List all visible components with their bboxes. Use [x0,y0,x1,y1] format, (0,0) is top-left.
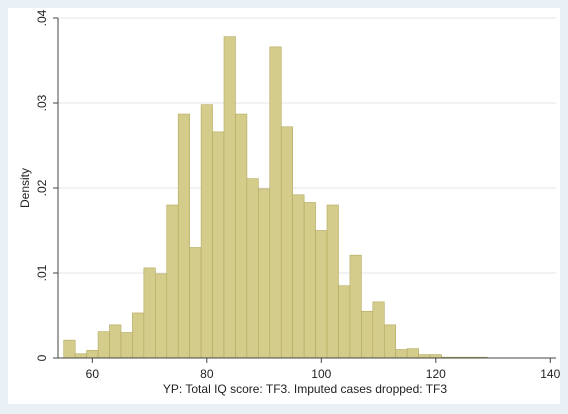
y-axis-title: Density [18,168,32,208]
histogram-bar [361,310,374,359]
histogram-bar [212,131,225,359]
histogram-bar [143,267,156,359]
histogram-bar [109,324,122,359]
histogram-bar [74,353,87,359]
histogram-bar [155,273,168,359]
x-tick-label: 80 [200,367,214,381]
histogram-bar [383,324,397,359]
histogram-bar [326,204,339,359]
histogram-bar [177,113,190,359]
histogram-bar [269,46,282,359]
histogram-bar [189,247,202,359]
histogram-bar [258,188,271,359]
histogram-bar [406,348,419,359]
x-tick-label: 120 [426,367,446,381]
x-tick-label: 60 [86,367,100,381]
y-tick-label: .01 [35,264,49,281]
histogram-bars [63,36,488,359]
histogram-bar [166,204,179,359]
histogram-bar [120,332,133,359]
gridlines [58,17,556,274]
histogram-bar [200,104,213,359]
y-tick-label: .04 [35,9,49,26]
histogram-bar [86,350,99,359]
x-tick-label: 100 [311,367,331,381]
y-tick-label: .02 [35,179,49,196]
histogram-bar [315,230,328,359]
y-tick-label: 0 [35,354,49,361]
x-axis-title: YP: Total IQ score: TF3. Imputed cases d… [163,382,447,396]
histogram-bar [292,194,305,359]
histogram-bar [235,113,248,359]
x-tick-label: 140 [540,367,560,381]
histogram-bar [246,178,259,359]
histogram-bar [349,254,362,359]
histogram-bar [372,301,385,359]
histogram-bar [395,349,408,359]
histogram-bar [429,354,442,359]
histogram-bar [418,354,431,359]
histogram-bar [132,312,145,359]
y-axis-ticks: 0 .01 .02 .03 .04 [35,9,58,361]
x-axis-ticks: 60 80 100 120 140 [86,358,561,381]
y-tick-label: .03 [35,94,49,111]
histogram-bar [280,126,293,359]
histogram-bar [223,36,236,359]
histogram-bar [63,339,76,359]
histogram-bar [338,285,351,359]
histogram-bar [97,331,110,359]
histogram-bar [303,202,316,359]
